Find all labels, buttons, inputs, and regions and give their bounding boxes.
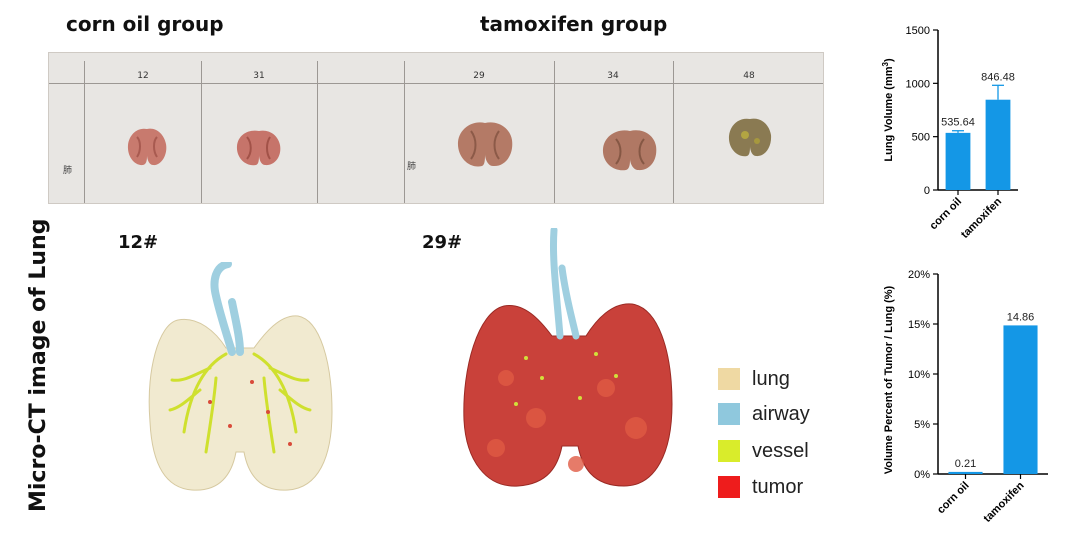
- volume-ytick-label: 0: [924, 185, 930, 197]
- specimen-label-31: 31: [253, 71, 265, 81]
- legend-label-tumor: tumor: [752, 475, 804, 498]
- volume-data-label: 535.64: [941, 117, 975, 129]
- legend-swatch-tumor: [718, 476, 740, 498]
- percent-category-label: corn oil: [935, 480, 972, 517]
- tamoxifen-group-title: tamoxifen group: [480, 12, 668, 36]
- percent-category-label: tamoxifen: [981, 479, 1026, 524]
- volume-y-axis-label: Lung Volume (mm3): [881, 58, 896, 162]
- row-label-lung-right: 肺: [407, 162, 417, 172]
- legend-label-vessel: vessel: [752, 439, 809, 462]
- percent-data-label: 14.86: [1007, 311, 1035, 323]
- ct-render-tamoxifen: [463, 228, 673, 487]
- percent-ytick-label: 5%: [914, 419, 930, 431]
- specimen-29: [457, 122, 513, 167]
- legend-swatch-lung: [718, 368, 740, 390]
- ct-label-12: 12#: [118, 232, 159, 253]
- corn-oil-group-title: corn oil group: [66, 12, 224, 36]
- percent-ytick-label: 20%: [908, 269, 930, 281]
- specimen-label-12: 12: [137, 71, 149, 81]
- volume-category-label: tamoxifen: [959, 195, 1004, 240]
- legend-label-airway: airway: [752, 402, 810, 425]
- percent-bar: [948, 471, 983, 474]
- volume-category-label: corn oil: [928, 196, 965, 233]
- volume-bar: [985, 99, 1011, 190]
- percent-bar: [1003, 325, 1038, 474]
- tumor-percent-chart: 0% 5% 10% 15% 20% 0.21 corn oil 14.86 tamoxifen V…: [883, 269, 1048, 525]
- micro-ct-title: Micro-CT image of Lung: [26, 218, 51, 512]
- row-label-lung-left: 肺: [63, 166, 73, 176]
- specimen-label-34: 34: [607, 71, 619, 81]
- legend-label-lung: lung: [752, 367, 790, 390]
- legend-item-vessel: vessel: [718, 438, 809, 464]
- volume-ytick-label: 1000: [906, 78, 930, 90]
- volume-bar: [945, 132, 971, 190]
- ct-label-29: 29#: [422, 232, 463, 253]
- legend-swatch-vessel: [718, 440, 740, 462]
- specimen-31: [236, 130, 281, 166]
- specimen-48: [728, 118, 772, 157]
- specimen-12: [127, 128, 167, 166]
- ct-render-corn-oil: [148, 262, 333, 491]
- volume-data-label: 846.48: [981, 71, 1015, 83]
- percent-ytick-label: 15%: [908, 319, 930, 331]
- percent-ytick-label: 10%: [908, 369, 930, 381]
- percent-data-label: 0.21: [955, 458, 976, 470]
- percent-ytick-label: 0%: [914, 469, 930, 481]
- legend-item-tumor: tumor: [718, 474, 803, 500]
- specimen-label-29: 29: [473, 71, 485, 81]
- specimen-label-48: 48: [743, 71, 755, 81]
- lung-volume-chart: 0 500 1000 1500 535.64 corn oil 846.48 tamoxife…: [881, 25, 1018, 241]
- legend-item-airway: airway: [718, 401, 810, 427]
- legend-item-lung: lung: [718, 366, 790, 392]
- percent-y-axis-label: Volume Percent of Tumor / Lung (%): [883, 285, 895, 474]
- legend-swatch-airway: [718, 403, 740, 425]
- volume-ytick-label: 500: [912, 132, 930, 144]
- volume-ytick-label: 1500: [906, 25, 930, 37]
- specimen-34: [602, 130, 657, 171]
- lung-specimen-photo: 12 31 29 34 48 肺 肺: [48, 52, 824, 204]
